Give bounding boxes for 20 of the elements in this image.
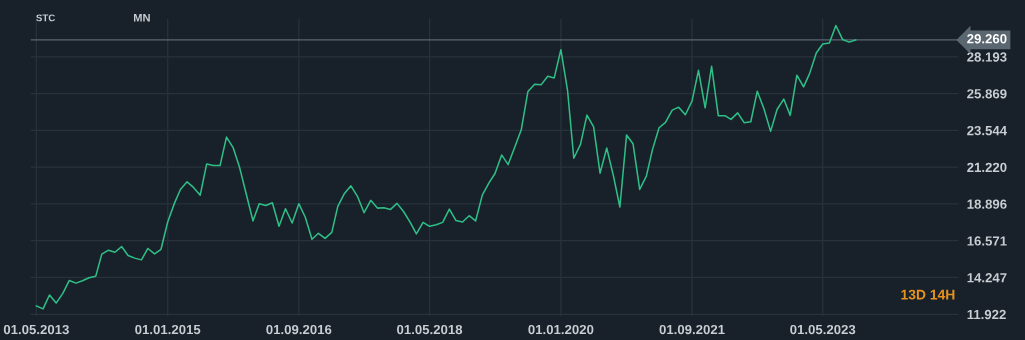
annotation: STC xyxy=(36,14,56,22)
y-tick-label: 21.220 xyxy=(967,162,1007,173)
y-tick-label: 18.896 xyxy=(967,199,1007,209)
x-tick-label: 01.09.2016 xyxy=(266,324,332,335)
x-tick-label: 01.01.2015 xyxy=(135,324,201,335)
y-tick-label: 25.869 xyxy=(967,89,1007,99)
y-tick-label: 14.247 xyxy=(967,273,1007,283)
annotation: MN xyxy=(133,13,150,22)
y-tick-label: 16.571 xyxy=(967,236,1007,246)
y-tick-label: 28.193 xyxy=(967,52,1007,62)
x-tick-label: 01.05.2018 xyxy=(397,324,463,335)
x-tick-label: 01.09.2021 xyxy=(659,324,725,335)
ref-line-label: 29.260 xyxy=(967,34,1007,44)
annotation: 13D 14H xyxy=(901,289,955,300)
y-tick-label: 11.922 xyxy=(967,309,1006,320)
line-series xyxy=(35,24,857,310)
x-tick-label: 01.01.2020 xyxy=(528,324,594,335)
x-tick-label: 01.05.2013 xyxy=(3,324,69,335)
y-tick-label: 23.544 xyxy=(967,125,1007,136)
x-tick-label: 01.05.2023 xyxy=(790,324,856,335)
